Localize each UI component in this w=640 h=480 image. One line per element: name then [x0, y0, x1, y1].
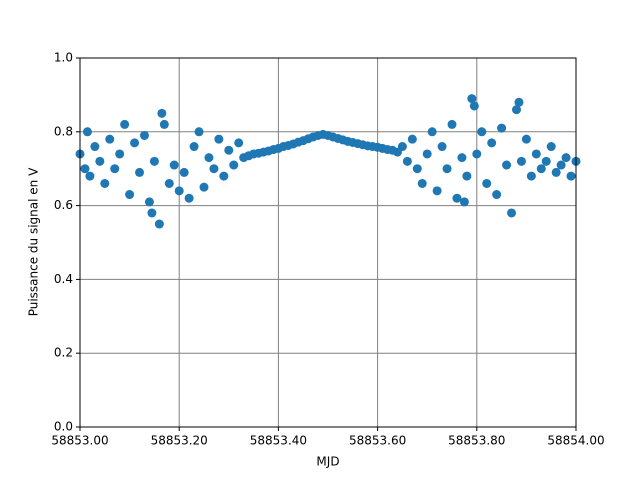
y-tick-label: 0.0 — [54, 420, 73, 434]
point — [452, 193, 462, 203]
point — [110, 164, 120, 174]
point — [159, 119, 169, 129]
point — [556, 160, 566, 170]
point — [514, 97, 524, 107]
point — [477, 127, 487, 137]
point — [234, 138, 244, 148]
point — [536, 164, 546, 174]
point — [407, 134, 417, 144]
x-tick-label: 58853.20 — [151, 434, 208, 448]
point — [507, 208, 517, 218]
x-tick-label: 58853.40 — [250, 434, 307, 448]
point — [209, 164, 219, 174]
point — [422, 149, 432, 159]
plot-frame — [79, 57, 577, 428]
point — [497, 123, 507, 133]
point — [397, 142, 407, 152]
y-tick-label: 1.0 — [54, 51, 73, 65]
point — [472, 149, 482, 159]
point — [462, 171, 472, 181]
point — [194, 127, 204, 137]
point — [214, 134, 224, 144]
point — [531, 149, 541, 159]
x-axis-label: MJD — [316, 455, 339, 469]
point — [115, 149, 125, 159]
point — [546, 142, 556, 152]
point — [80, 164, 90, 174]
point — [154, 219, 164, 229]
y-tick-label: 0.8 — [54, 124, 73, 138]
point — [566, 171, 576, 181]
y-tick-label: 0.2 — [54, 346, 73, 360]
point — [459, 197, 469, 207]
point — [511, 105, 521, 115]
point — [184, 193, 194, 203]
point — [417, 178, 427, 188]
x-tick-label: 58854.00 — [547, 434, 604, 448]
point — [174, 186, 184, 196]
y-axis-label: Puissance du signal en V — [27, 167, 41, 316]
y-tick-label: 0.4 — [54, 272, 73, 286]
point — [482, 178, 492, 188]
point — [502, 160, 512, 170]
point — [457, 153, 467, 163]
point — [219, 171, 229, 181]
point — [447, 119, 457, 129]
point — [487, 138, 497, 148]
x-tick-label: 58853.60 — [349, 434, 406, 448]
point — [82, 127, 92, 137]
point — [551, 167, 561, 177]
point — [157, 108, 167, 118]
point — [402, 156, 412, 166]
point — [125, 190, 135, 200]
point — [437, 142, 447, 152]
point — [169, 160, 179, 170]
point — [135, 167, 145, 177]
point — [467, 94, 477, 104]
y-tick-label: 0.6 — [54, 198, 73, 212]
x-tick-label: 58853.00 — [51, 434, 108, 448]
point — [105, 134, 115, 144]
point — [432, 186, 442, 196]
point — [229, 160, 239, 170]
point — [427, 127, 437, 137]
point — [130, 138, 140, 148]
point — [139, 130, 149, 140]
point — [492, 190, 502, 200]
point — [120, 119, 130, 129]
point — [224, 145, 234, 155]
point — [90, 142, 100, 152]
point — [179, 167, 189, 177]
point — [164, 178, 174, 188]
point — [442, 164, 452, 174]
point — [541, 156, 551, 166]
point — [561, 153, 571, 163]
point — [100, 178, 110, 188]
point — [204, 153, 214, 163]
point — [199, 182, 209, 192]
x-tick-label: 58853.80 — [448, 434, 505, 448]
point — [526, 171, 536, 181]
point — [469, 101, 479, 111]
point — [189, 142, 199, 152]
point — [149, 156, 159, 166]
point — [412, 164, 422, 174]
point — [85, 171, 95, 181]
point — [144, 197, 154, 207]
point — [521, 134, 531, 144]
point — [516, 156, 526, 166]
point — [95, 156, 105, 166]
point — [147, 208, 157, 218]
